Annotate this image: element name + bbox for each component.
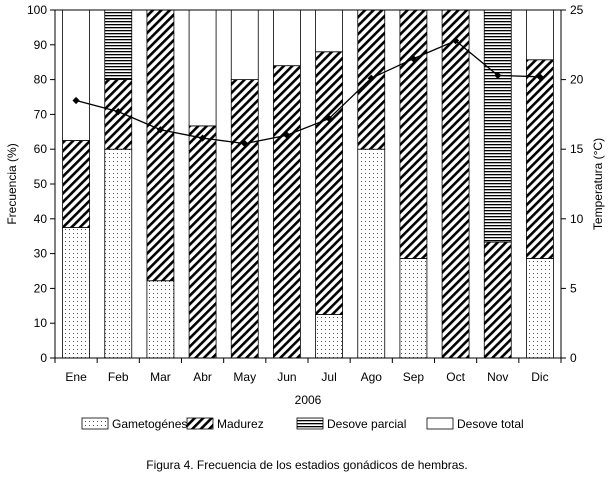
temperature-line bbox=[72, 37, 544, 148]
bar-desove-total-jun bbox=[273, 9, 301, 67]
y2-tick-label: 5 bbox=[570, 281, 577, 295]
plot-area: 0 10 20 30 40 50 60 70 80 90 100 0 5 10 15 20 25 Ene Feb Ma… bbox=[27, 3, 584, 384]
x-tick-label-dic: Dic bbox=[531, 370, 548, 384]
bar-gametogenesis-feb bbox=[104, 148, 133, 359]
y-tick-label: 40 bbox=[34, 212, 48, 226]
bar-desove-total-jul bbox=[315, 9, 343, 53]
bar-desove-total-abr bbox=[188, 9, 217, 127]
y-tick-label: 0 bbox=[40, 351, 47, 365]
y2-tick-label: 0 bbox=[570, 351, 577, 365]
legend-swatch-desove-total bbox=[426, 417, 454, 430]
axes: 0 10 20 30 40 50 60 70 80 90 100 0 5 10 15 20 25 Ene Feb Ma… bbox=[27, 3, 584, 384]
bars bbox=[62, 9, 554, 359]
temperature-point-may bbox=[241, 140, 249, 148]
temperature-point-feb bbox=[114, 108, 122, 116]
y-tick-label: 30 bbox=[34, 247, 48, 261]
temperature-point-jun bbox=[283, 131, 291, 139]
temperature-point-ene bbox=[72, 96, 80, 105]
temperature-point-jul bbox=[325, 114, 333, 123]
y2-axis-label: Temperatura (°C) bbox=[591, 138, 605, 230]
y-tick-label: 70 bbox=[34, 107, 48, 121]
bar-madurez-dic bbox=[526, 59, 554, 259]
legend-swatch-desove-parcial bbox=[296, 417, 324, 430]
legend: Gametogénesis Madurez Desove parcial Desove… bbox=[81, 417, 524, 431]
temperature-point-sep bbox=[409, 55, 418, 63]
y-tick-label: 20 bbox=[34, 281, 48, 295]
temperature-point-dic bbox=[536, 73, 544, 81]
x-tick-label-ago: Ago bbox=[361, 370, 383, 384]
y-tick-label: 10 bbox=[34, 316, 48, 330]
y-tick-label: 50 bbox=[34, 177, 48, 191]
bar-desove-parcial-nov bbox=[483, 9, 512, 243]
temperature-series-line bbox=[75, 39, 540, 145]
x-tick-label-may: May bbox=[233, 370, 256, 384]
x-tick-label-sep: Sep bbox=[403, 370, 425, 384]
bar-madurez-nov bbox=[483, 241, 512, 359]
bar-desove-total-ene bbox=[62, 9, 90, 141]
temperature-point-nov bbox=[494, 71, 502, 80]
bar-madurez-jul bbox=[315, 51, 343, 315]
x-tick-label-feb: Feb bbox=[108, 370, 129, 384]
y2-tick-label: 10 bbox=[570, 212, 584, 226]
x-tick-label-abr: Abr bbox=[193, 370, 212, 384]
temperature-point-abr bbox=[198, 134, 207, 142]
y-tick-label: 90 bbox=[34, 38, 48, 52]
bar-madurez-sep bbox=[399, 9, 428, 259]
bar-gametogenesis-ene bbox=[62, 227, 90, 359]
legend-label-desove-parcial: Desove parcial bbox=[327, 417, 406, 431]
bar-gametogenesis-dic bbox=[526, 258, 554, 359]
x-tick-label-mar: Mar bbox=[150, 370, 171, 384]
y2-tick-label: 20 bbox=[570, 73, 584, 87]
x-tick-label-jul: Jul bbox=[321, 370, 336, 384]
legend-swatch-gametogenesis bbox=[81, 417, 109, 430]
x-tick-label-nov: Nov bbox=[487, 370, 508, 384]
legend-label-desove-total: Desove total bbox=[457, 417, 524, 431]
temperature-point-oct bbox=[451, 37, 460, 45]
bar-madurez-jun bbox=[273, 65, 301, 359]
bar-madurez-may bbox=[230, 79, 259, 359]
bar-gametogenesis-ago bbox=[357, 148, 386, 359]
bar-desove-total-dic bbox=[526, 9, 554, 61]
bar-madurez-abr bbox=[188, 125, 217, 359]
bar-gametogenesis-jul bbox=[315, 314, 343, 359]
bar-gametogenesis-sep bbox=[399, 258, 428, 359]
bar-gametogenesis-mar bbox=[146, 280, 175, 359]
legend-label-madurez: Madurez bbox=[217, 417, 264, 431]
y2-tick-label: 15 bbox=[570, 142, 584, 156]
x-tick-label-jun: Jun bbox=[277, 370, 296, 384]
y-tick-label: 100 bbox=[27, 3, 47, 17]
bar-madurez-oct bbox=[441, 9, 470, 359]
x-axis-label: 2006 bbox=[295, 393, 322, 407]
y-tick-label: 80 bbox=[34, 73, 48, 87]
legend-label-gametogenesis: Gametogénesis bbox=[112, 417, 196, 431]
bar-madurez-ene bbox=[62, 140, 90, 228]
temperature-point-mar bbox=[156, 126, 165, 134]
temperature-point-ago bbox=[367, 74, 375, 82]
x-tick-label-ene: Ene bbox=[65, 370, 87, 384]
legend-swatch-madurez bbox=[186, 417, 214, 430]
y-axis-label: Frecuencia (%) bbox=[5, 143, 19, 224]
x-tick-label-oct: Oct bbox=[446, 370, 465, 384]
y-tick-label: 60 bbox=[34, 142, 48, 156]
bar-desove-total-may bbox=[230, 9, 259, 80]
bar-madurez-mar bbox=[146, 9, 175, 282]
y2-tick-label: 25 bbox=[570, 3, 584, 17]
figure-caption: Figura 4. Frecuencia de los estadios gon… bbox=[146, 458, 468, 472]
bar-desove-parcial-feb bbox=[104, 9, 133, 80]
